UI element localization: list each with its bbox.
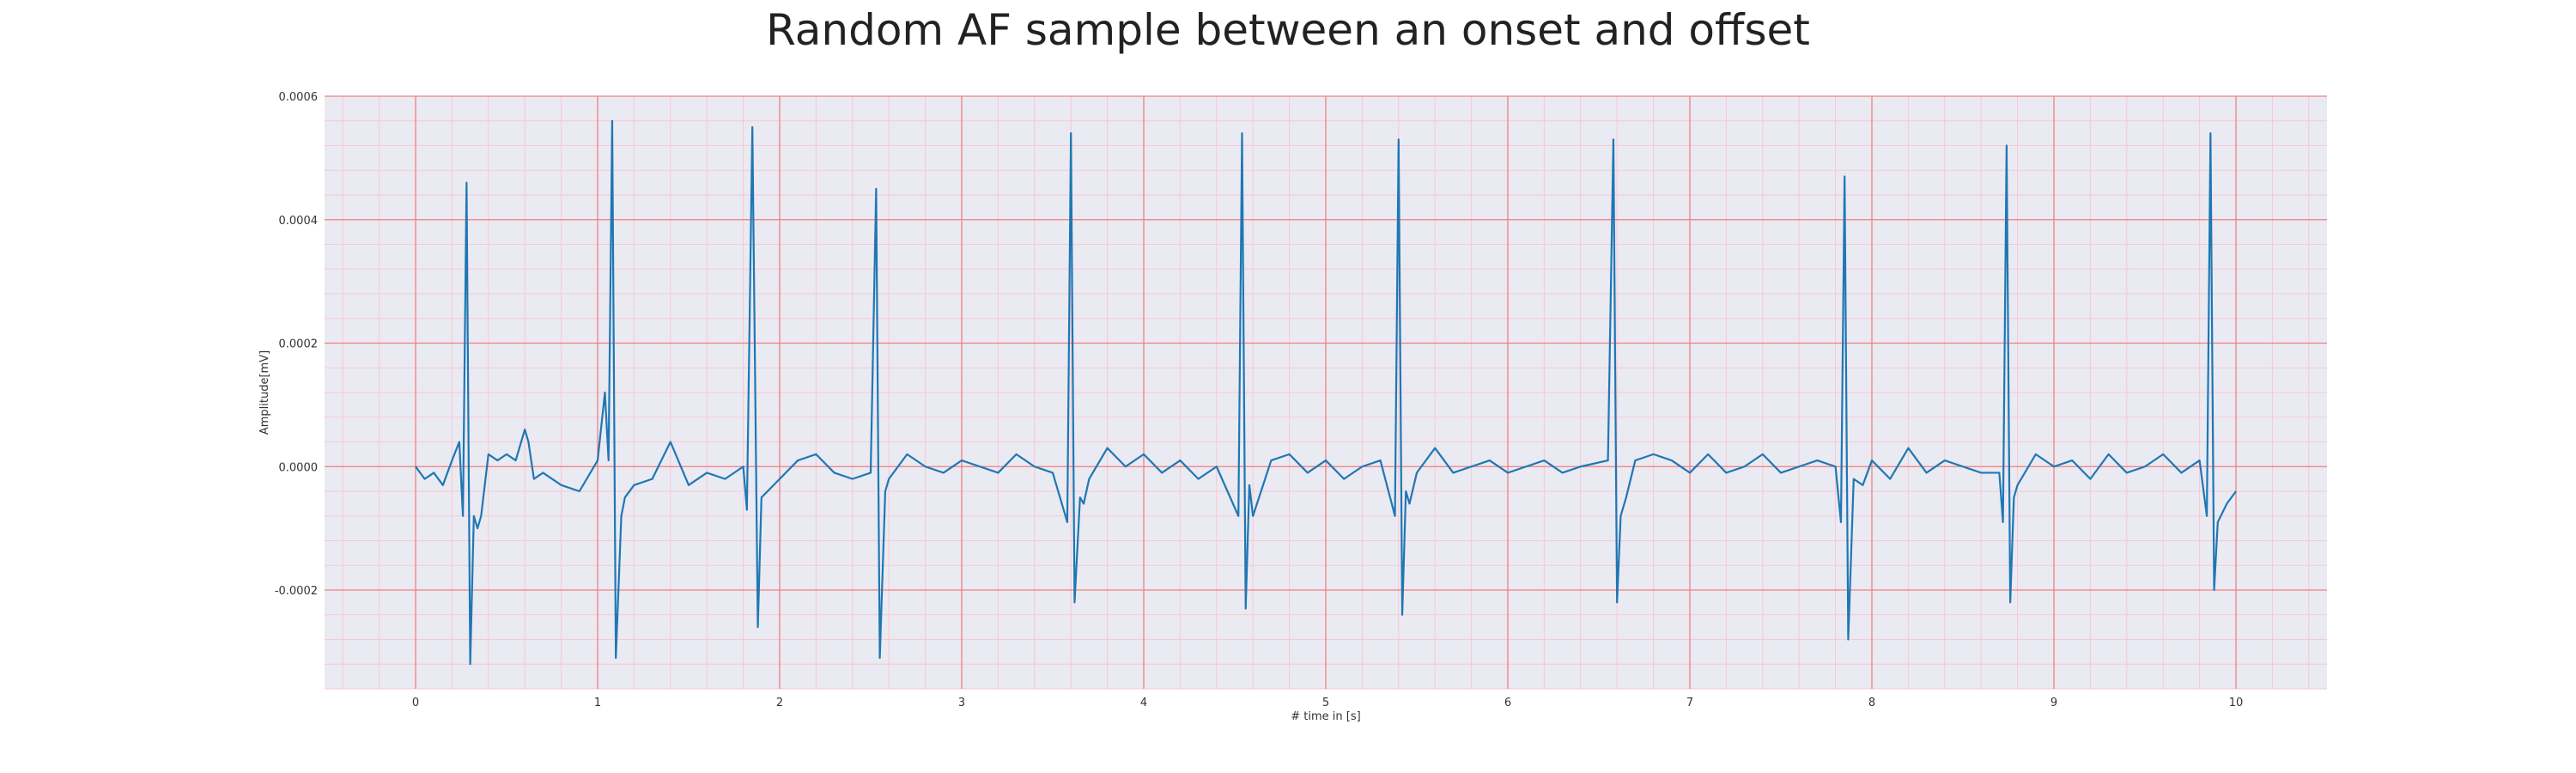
x-axis-label: # time in [s] [1291,710,1360,723]
x-tick-label: 6 [1504,697,1511,709]
x-tick-label: 1 [594,697,601,709]
y-axis-ticks: -0.0002 0.0000 0.0002 0.0004 0.0006 [275,91,318,598]
y-tick-label: 0.0006 [279,91,319,104]
x-tick-label: 2 [776,697,783,709]
x-tick-label: 4 [1140,697,1147,709]
y-tick-label: -0.0002 [275,585,318,598]
x-tick-label: 8 [1868,697,1875,709]
x-axis-ticks: 0 1 2 3 4 5 6 7 8 9 10 [412,697,2243,709]
x-tick-label: 0 [412,697,419,709]
y-tick-label: 0.0000 [279,461,319,474]
x-tick-label: 3 [958,697,965,709]
x-tick-label: 9 [2050,697,2057,709]
y-tick-label: 0.0004 [279,215,319,228]
x-tick-label: 5 [1322,697,1329,709]
ecg-series-line [415,119,2237,666]
chart-title: Random AF sample between an onset and of… [766,5,1810,55]
y-axis-label: Amplitude[mV] [258,350,271,435]
x-tick-label: 10 [2229,697,2244,709]
x-tick-label: 7 [1686,697,1693,709]
y-tick-label: 0.0002 [279,338,319,351]
